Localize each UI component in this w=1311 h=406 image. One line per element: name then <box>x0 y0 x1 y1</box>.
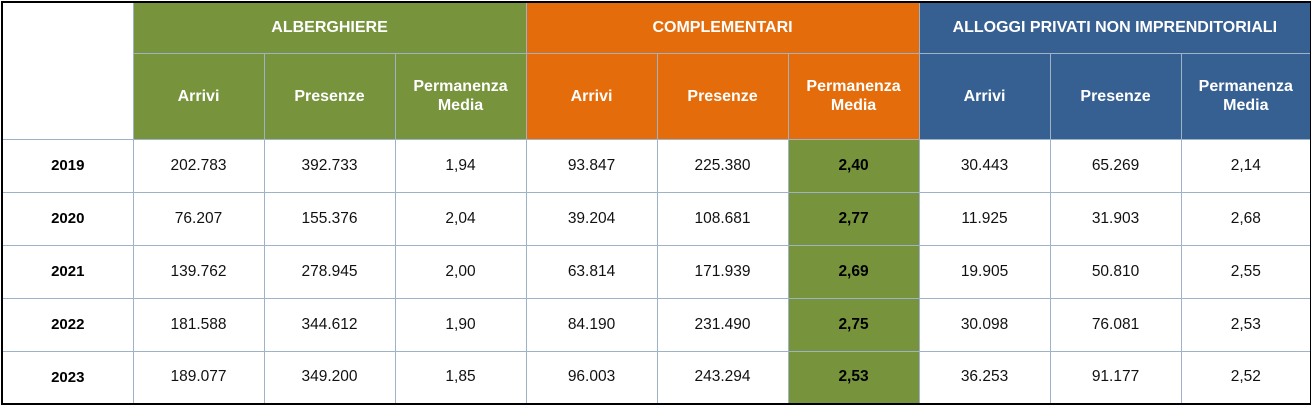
group-header-complementari: COMPLEMENTARI <box>525 1 920 54</box>
col-header-presenze: Presenze <box>263 52 396 140</box>
table-cell: 2,68 <box>1180 191 1311 246</box>
table-row: 2019 202.783 392.733 1,94 93.847 225.380 2,40 3… <box>1 138 1311 193</box>
table-row: 2022 181.588 344.612 1,90 84.190 231.490 2,75 3… <box>1 297 1311 352</box>
table-cell: 96.003 <box>525 350 658 405</box>
row-year: 2021 <box>1 244 134 299</box>
table-cell: 50.810 <box>1049 244 1182 299</box>
table-cell: 2,53 <box>1180 297 1311 352</box>
col-header-arrivi: Arrivi <box>918 52 1051 140</box>
table-cell: 76.081 <box>1049 297 1182 352</box>
table-cell: 31.903 <box>1049 191 1182 246</box>
col-header-arrivi: Arrivi <box>525 52 658 140</box>
table-cell: 2,04 <box>394 191 527 246</box>
table-cell: 171.939 <box>656 244 789 299</box>
table-cell: 108.681 <box>656 191 789 246</box>
row-year: 2022 <box>1 297 134 352</box>
corner-cell <box>1 1 134 140</box>
col-header-permanenza-media: Permanenza Media <box>787 52 920 140</box>
table-cell: 91.177 <box>1049 350 1182 405</box>
table-cell: 30.098 <box>918 297 1051 352</box>
col-header-permanenza-media: Permanenza Media <box>394 52 527 140</box>
table-cell: 2,77 <box>787 191 920 246</box>
row-year: 2023 <box>1 350 134 405</box>
table-cell: 19.905 <box>918 244 1051 299</box>
table-cell: 1,85 <box>394 350 527 405</box>
row-year: 2019 <box>1 138 134 193</box>
table-cell: 2,52 <box>1180 350 1311 405</box>
table-cell: 181.588 <box>132 297 265 352</box>
table-cell: 2,55 <box>1180 244 1311 299</box>
table-cell: 2,75 <box>787 297 920 352</box>
table-row: 2023 189.077 349.200 1,85 96.003 243.294 2,53 3… <box>1 350 1311 405</box>
table-cell: 1,94 <box>394 138 527 193</box>
col-header-presenze: Presenze <box>1049 52 1182 140</box>
table-cell: 65.269 <box>1049 138 1182 193</box>
table-cell: 76.207 <box>132 191 265 246</box>
table-cell: 11.925 <box>918 191 1051 246</box>
table-row: 2020 76.207 155.376 2,04 39.204 108.681 2,77 11… <box>1 191 1311 246</box>
table-cell: 2,53 <box>787 350 920 405</box>
table-cell: 2,69 <box>787 244 920 299</box>
table-cell: 155.376 <box>263 191 396 246</box>
table-cell: 243.294 <box>656 350 789 405</box>
group-header-alberghiere: ALBERGHIERE <box>132 1 527 54</box>
table-cell: 344.612 <box>263 297 396 352</box>
table-cell: 1,90 <box>394 297 527 352</box>
row-year: 2020 <box>1 191 134 246</box>
table-cell: 39.204 <box>525 191 658 246</box>
table-cell: 2,40 <box>787 138 920 193</box>
col-header-permanenza-media: Permanenza Media <box>1180 52 1311 140</box>
table-cell: 139.762 <box>132 244 265 299</box>
group-header-alloggi-privati: ALLOGGI PRIVATI NON IMPRENDITORIALI <box>918 1 1311 54</box>
table-body: 2019 202.783 392.733 1,94 93.847 225.380 2,40 3… <box>1 138 1311 405</box>
col-header-presenze: Presenze <box>656 52 789 140</box>
col-header-arrivi: Arrivi <box>132 52 265 140</box>
table-cell: 63.814 <box>525 244 658 299</box>
table-cell: 30.443 <box>918 138 1051 193</box>
table-cell: 189.077 <box>132 350 265 405</box>
table-cell: 231.490 <box>656 297 789 352</box>
table-cell: 2,14 <box>1180 138 1311 193</box>
table-cell: 349.200 <box>263 350 396 405</box>
table-cell: 392.733 <box>263 138 396 193</box>
table-cell: 202.783 <box>132 138 265 193</box>
table-cell: 2,00 <box>394 244 527 299</box>
table-cell: 36.253 <box>918 350 1051 405</box>
table-cell: 93.847 <box>525 138 658 193</box>
table-cell: 278.945 <box>263 244 396 299</box>
table-cell: 225.380 <box>656 138 789 193</box>
table-row: 2021 139.762 278.945 2,00 63.814 171.939 2,69 1… <box>1 244 1311 299</box>
table-cell: 84.190 <box>525 297 658 352</box>
